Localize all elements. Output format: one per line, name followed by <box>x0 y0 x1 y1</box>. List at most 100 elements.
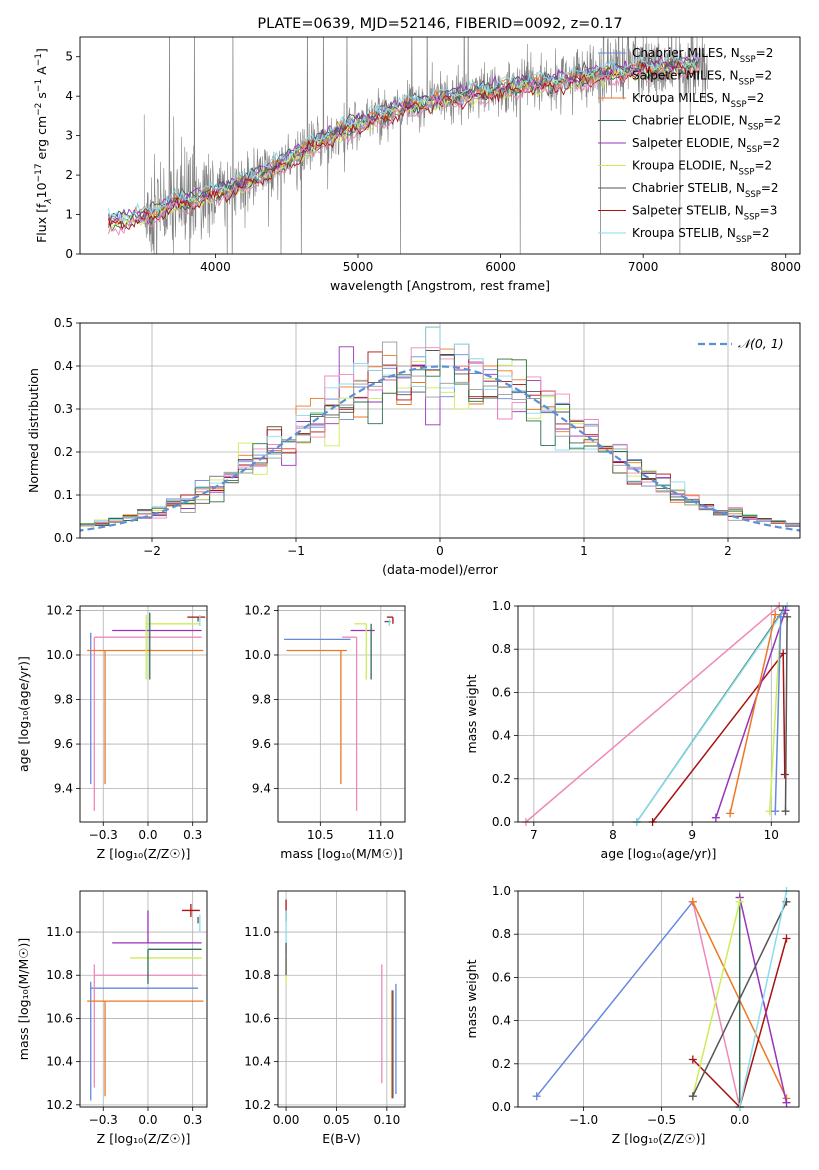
y-tick-label: 0.2 <box>492 772 511 786</box>
y-label-part: −2 <box>34 103 44 116</box>
plot-area <box>532 887 791 1111</box>
spectrum-y-axis-label: Flux [fλ10−17 erg cm−2 s−1 A−1] <box>34 48 54 243</box>
axes-frame <box>79 605 208 823</box>
plot-area <box>87 903 204 1101</box>
y-label-part: λ <box>44 198 54 204</box>
x-tick-label: 0.3 <box>183 828 202 842</box>
plus-marker <box>782 934 791 943</box>
weight-line <box>525 605 780 823</box>
weight-line <box>636 605 788 823</box>
weight-line <box>692 901 741 1108</box>
y-axis-label: mass [log₁₀(M/M☉)] <box>16 938 31 1060</box>
weight-line <box>715 610 787 818</box>
weight-line <box>536 901 694 1097</box>
axes-frame <box>79 890 208 1108</box>
plus-marker <box>781 807 790 816</box>
plot-area <box>521 602 792 826</box>
legend-label-suffix: =2 <box>754 69 772 83</box>
y-tick-label: 10.8 <box>244 968 271 982</box>
y-tick-label: 10.6 <box>46 1011 73 1025</box>
y-tick-label: 10.0 <box>46 648 73 662</box>
x-tick-label: 2 <box>724 544 732 558</box>
y-tick-label: 9.8 <box>252 693 271 707</box>
plus-marker <box>711 813 720 822</box>
legend-label-sub: SSP <box>736 235 752 245</box>
plus-marker <box>771 807 780 816</box>
x-axis-label: wavelength [Angstrom, rest frame] <box>330 278 550 293</box>
x-tick-label: 8 <box>609 828 617 842</box>
x-tick-label: 0.05 <box>323 1113 350 1127</box>
y-label-part: ] <box>34 48 49 53</box>
figure-title: PLATE=0639, MJD=52146, FIBERID=0092, z=0… <box>257 16 622 32</box>
weight-line <box>784 616 788 812</box>
x-tick-label: 0.3 <box>183 1113 202 1127</box>
x-axis-label: Z [log₁₀(Z/Z☉)] <box>612 1131 706 1146</box>
weight-line <box>774 616 782 812</box>
legend-label-sub: SSP <box>739 168 755 178</box>
x-axis-label: age [log₁₀(age/yr)] <box>601 846 717 861</box>
legend-label-suffix: =2 <box>754 159 772 173</box>
age-vs-Z-panel: −0.3 0.0 0.3 9.4 9.6 9.8 10.0 10.2 Z [log₁₀(Z/Z☉… <box>16 603 208 861</box>
legend-label: Kroupa MILES, NSSP=2 <box>632 91 764 110</box>
x-tick-label: 5000 <box>343 260 374 274</box>
y-label-part: −1 <box>34 79 44 92</box>
legend-label-suffix: =2 <box>762 136 780 150</box>
observed-spectrum <box>143 37 708 254</box>
legend-label: Salpeter MILES, NSSP=2 <box>632 69 772 88</box>
x-tick-label: 0 <box>436 544 444 558</box>
x-tick-label: 1 <box>580 544 588 558</box>
legend-label: Kroupa STELIB, NSSP=2 <box>632 226 770 245</box>
legend-label-sub: SSP <box>739 78 755 88</box>
x-tick-label: 10 <box>764 828 779 842</box>
y-tick-label: 0.4 <box>492 1014 511 1028</box>
y-label-part: −1 <box>34 53 44 66</box>
y-tick-label: 1.0 <box>492 599 511 613</box>
y-tick-label: 10.2 <box>46 603 73 617</box>
y-tick-label: 0.3 <box>54 402 73 416</box>
y-axis-label: mass weight <box>464 674 479 753</box>
weight-line <box>692 901 741 1097</box>
x-axis-label: Z [log₁₀(Z/Z☉)] <box>97 846 191 861</box>
spectrum-plot-area <box>108 37 708 254</box>
x-tick-label: 0.0 <box>138 828 157 842</box>
y-tick-label: 9.8 <box>54 693 73 707</box>
x-tick-label: 0.0 <box>138 1113 157 1127</box>
age-vs-mass-panel: 10.5 11.0 9.4 9.6 9.8 10.0 10.2 mass [log₁₀(M/M… <box>244 603 406 861</box>
y-tick-label: 0.8 <box>492 642 511 656</box>
mass-weight-vs-Z-panel: −1.0 −0.5 0.0 0.0 0.2 0.4 0.6 0.8 1.0 Z [log₁₀(Z/… <box>464 884 800 1146</box>
plot-area <box>284 616 394 811</box>
y-label-part: erg cm <box>34 116 49 164</box>
y-tick-label: 10.2 <box>46 1098 73 1112</box>
legend-label: Chabrier ELODIE, NSSP=2 <box>632 114 781 133</box>
residuals-plot-area <box>80 326 800 532</box>
x-tick-label: 6000 <box>485 260 516 274</box>
y-tick-label: 1.0 <box>492 884 511 898</box>
residual-histogram <box>80 341 800 530</box>
legend-label: Salpeter STELIB, NSSP=3 <box>632 204 777 223</box>
y-tick-label: 5 <box>65 50 73 64</box>
x-tick-label: 0.0 <box>730 1113 749 1127</box>
x-tick-label: −1.0 <box>569 1113 598 1127</box>
legend-label-suffix: =2 <box>761 181 779 195</box>
y-tick-label: 10.8 <box>46 968 73 982</box>
y-axis-label: age [log₁₀(age/yr)] <box>16 656 31 772</box>
axes-frame <box>79 36 801 255</box>
legend-label: Chabrier STELIB, NSSP=2 <box>632 181 779 200</box>
legend-label-suffix: =3 <box>760 204 778 218</box>
plus-marker <box>783 612 792 621</box>
legend-label-suffix: =2 <box>756 46 774 60</box>
y-label-part: s <box>34 92 49 103</box>
y-tick-label: 0.4 <box>54 359 73 373</box>
y-tick-label: 0.0 <box>492 1100 511 1114</box>
x-tick-label: −1 <box>287 544 305 558</box>
residuals-panel: −2 −1 0 1 2 0.0 0.1 0.2 0.3 0.4 0.5 (data-model)/er… <box>26 316 801 577</box>
y-tick-label: 9.6 <box>252 737 271 751</box>
y-tick-label: 10.4 <box>244 1055 271 1069</box>
axes-frame <box>277 605 406 823</box>
y-tick-label: 9.4 <box>54 782 73 796</box>
x-axis-label: (data-model)/error <box>382 562 499 577</box>
y-label-part: Flux [f <box>34 203 49 243</box>
x-tick-label: −0.3 <box>89 1113 118 1127</box>
legend-label-suffix: =2 <box>752 226 770 240</box>
